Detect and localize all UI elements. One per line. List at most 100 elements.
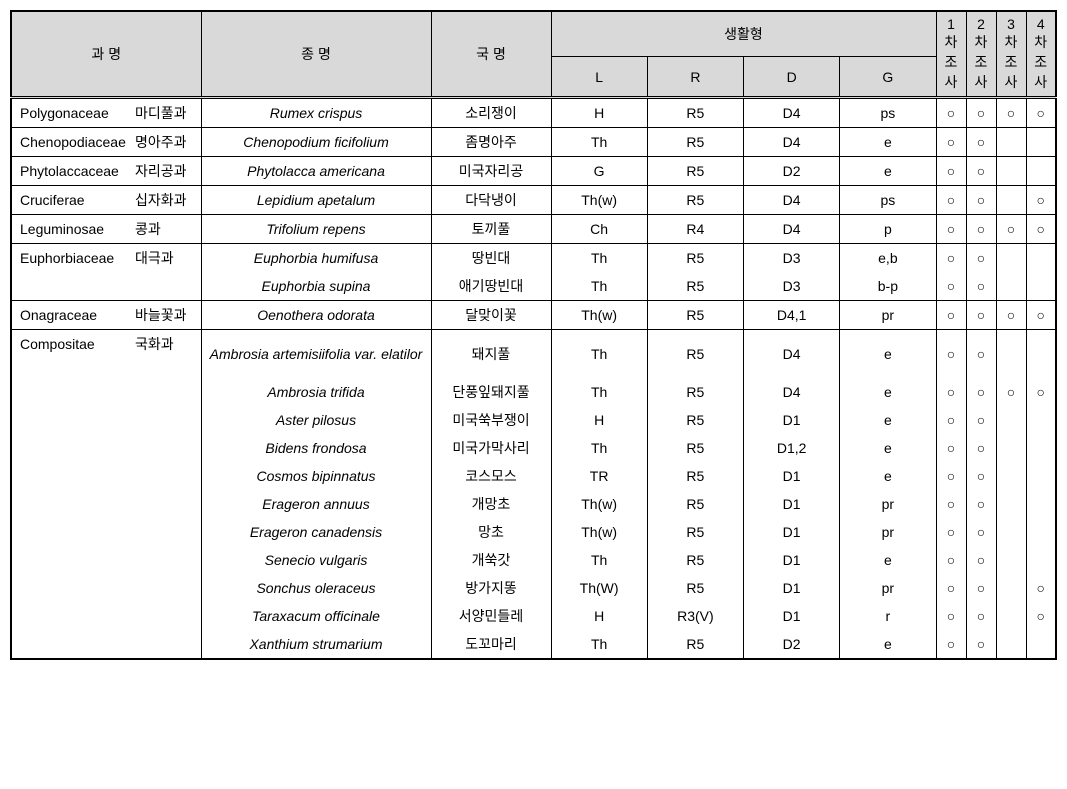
table-row: Xanthium strumarium도꼬마리ThR5D2e○○ xyxy=(11,630,1056,659)
species-cell: Chenopodium ficifolium xyxy=(201,128,431,157)
species-cell: Aster pilosus xyxy=(201,406,431,434)
header-R: R xyxy=(647,57,743,98)
family-cell: Compositae국화과 xyxy=(11,330,201,378)
lifeform-G-cell: pr xyxy=(840,301,936,330)
survey1-cell: ○ xyxy=(936,272,966,301)
survey2-cell: ○ xyxy=(966,518,996,546)
lifeform-L-cell: Th xyxy=(551,546,647,574)
family-korean: 십자화과 xyxy=(135,190,187,210)
lifeform-L-cell: Th(w) xyxy=(551,186,647,215)
header-G: G xyxy=(840,57,936,98)
table-row: Polygonaceae마디풀과Rumex crispus소리쟁이HR5D4ps… xyxy=(11,98,1056,128)
table-row: Erageron annuus개망초Th(w)R5D1pr○○ xyxy=(11,490,1056,518)
lifeform-L-cell: Th xyxy=(551,128,647,157)
family-korean: 자리공과 xyxy=(135,161,187,181)
family-cell xyxy=(11,462,201,490)
lifeform-D-cell: D1 xyxy=(744,546,840,574)
lifeform-D-cell: D4 xyxy=(744,330,840,378)
survey3-cell: ○ xyxy=(996,215,1026,244)
survey3-cell: ○ xyxy=(996,378,1026,406)
survey1-cell: ○ xyxy=(936,602,966,630)
family-cell xyxy=(11,546,201,574)
survey4-cell: ○ xyxy=(1026,378,1056,406)
survey4-cell xyxy=(1026,462,1056,490)
survey3-cell xyxy=(996,630,1026,659)
survey1-cell: ○ xyxy=(936,462,966,490)
family-latin: Compositae xyxy=(20,336,135,352)
survey1-cell: ○ xyxy=(936,244,966,273)
lifeform-L-cell: Th(w) xyxy=(551,301,647,330)
header-survey3: 3차조사 xyxy=(996,11,1026,98)
survey1-cell: ○ xyxy=(936,330,966,378)
survey1-cell: ○ xyxy=(936,157,966,186)
lifeform-R-cell: R5 xyxy=(647,434,743,462)
survey4-cell xyxy=(1026,330,1056,378)
survey4-cell: ○ xyxy=(1026,301,1056,330)
table-row: Compositae국화과Ambrosia artemisiifolia var… xyxy=(11,330,1056,378)
lifeform-R-cell: R5 xyxy=(647,128,743,157)
lifeform-R-cell: R5 xyxy=(647,378,743,406)
survey1-cell: ○ xyxy=(936,128,966,157)
korean-name-cell: 미국가막사리 xyxy=(431,434,551,462)
species-cell: Erageron annuus xyxy=(201,490,431,518)
korean-name-cell: 미국쑥부쟁이 xyxy=(431,406,551,434)
lifeform-G-cell: pr xyxy=(840,574,936,602)
table-row: Euphorbia supina애기땅빈대ThR5D3b-p○○ xyxy=(11,272,1056,301)
lifeform-D-cell: D4 xyxy=(744,215,840,244)
survey2-cell: ○ xyxy=(966,330,996,378)
korean-name-cell: 토끼풀 xyxy=(431,215,551,244)
lifeform-G-cell: ps xyxy=(840,98,936,128)
lifeform-L-cell: Th(W) xyxy=(551,574,647,602)
family-cell xyxy=(11,490,201,518)
survey2-cell: ○ xyxy=(966,406,996,434)
survey4-cell xyxy=(1026,518,1056,546)
survey2-cell: ○ xyxy=(966,98,996,128)
family-cell xyxy=(11,518,201,546)
species-cell: Xanthium strumarium xyxy=(201,630,431,659)
family-cell: Leguminosae콩과 xyxy=(11,215,201,244)
table-row: Senecio vulgaris개쑥갓ThR5D1e○○ xyxy=(11,546,1056,574)
survey4-cell xyxy=(1026,546,1056,574)
lifeform-R-cell: R5 xyxy=(647,186,743,215)
lifeform-G-cell: e xyxy=(840,434,936,462)
species-cell: Taraxacum officinale xyxy=(201,602,431,630)
header-family: 과 명 xyxy=(11,11,201,98)
family-cell: Cruciferae십자화과 xyxy=(11,186,201,215)
header-L: L xyxy=(551,57,647,98)
species-cell: Senecio vulgaris xyxy=(201,546,431,574)
survey1-cell: ○ xyxy=(936,186,966,215)
family-cell xyxy=(11,434,201,462)
survey3-cell xyxy=(996,434,1026,462)
family-cell xyxy=(11,272,201,301)
survey4-cell: ○ xyxy=(1026,602,1056,630)
table-row: Leguminosae콩과Trifolium repens토끼풀ChR4D4p○… xyxy=(11,215,1056,244)
lifeform-D-cell: D3 xyxy=(744,272,840,301)
lifeform-R-cell: R5 xyxy=(647,330,743,378)
family-cell xyxy=(11,378,201,406)
lifeform-D-cell: D1 xyxy=(744,462,840,490)
species-cell: Euphorbia supina xyxy=(201,272,431,301)
family-korean: 마디풀과 xyxy=(135,103,187,123)
korean-name-cell: 도꼬마리 xyxy=(431,630,551,659)
korean-name-cell: 단풍잎돼지풀 xyxy=(431,378,551,406)
lifeform-L-cell: Ch xyxy=(551,215,647,244)
header-lifeform-group: 생활형 xyxy=(551,11,936,57)
survey2-cell: ○ xyxy=(966,546,996,574)
lifeform-D-cell: D2 xyxy=(744,630,840,659)
lifeform-G-cell: e xyxy=(840,630,936,659)
korean-name-cell: 코스모스 xyxy=(431,462,551,490)
family-latin: Leguminosae xyxy=(20,221,135,237)
survey2-cell: ○ xyxy=(966,244,996,273)
table-row: Bidens frondosa미국가막사리ThR5D1,2e○○ xyxy=(11,434,1056,462)
survey3-cell xyxy=(996,406,1026,434)
survey1-cell: ○ xyxy=(936,574,966,602)
lifeform-R-cell: R5 xyxy=(647,244,743,273)
survey3-cell xyxy=(996,546,1026,574)
survey3-cell xyxy=(996,128,1026,157)
survey1-cell: ○ xyxy=(936,630,966,659)
lifeform-D-cell: D3 xyxy=(744,244,840,273)
survey1-cell: ○ xyxy=(936,301,966,330)
lifeform-L-cell: H xyxy=(551,602,647,630)
korean-name-cell: 방가지똥 xyxy=(431,574,551,602)
korean-name-cell: 애기땅빈대 xyxy=(431,272,551,301)
